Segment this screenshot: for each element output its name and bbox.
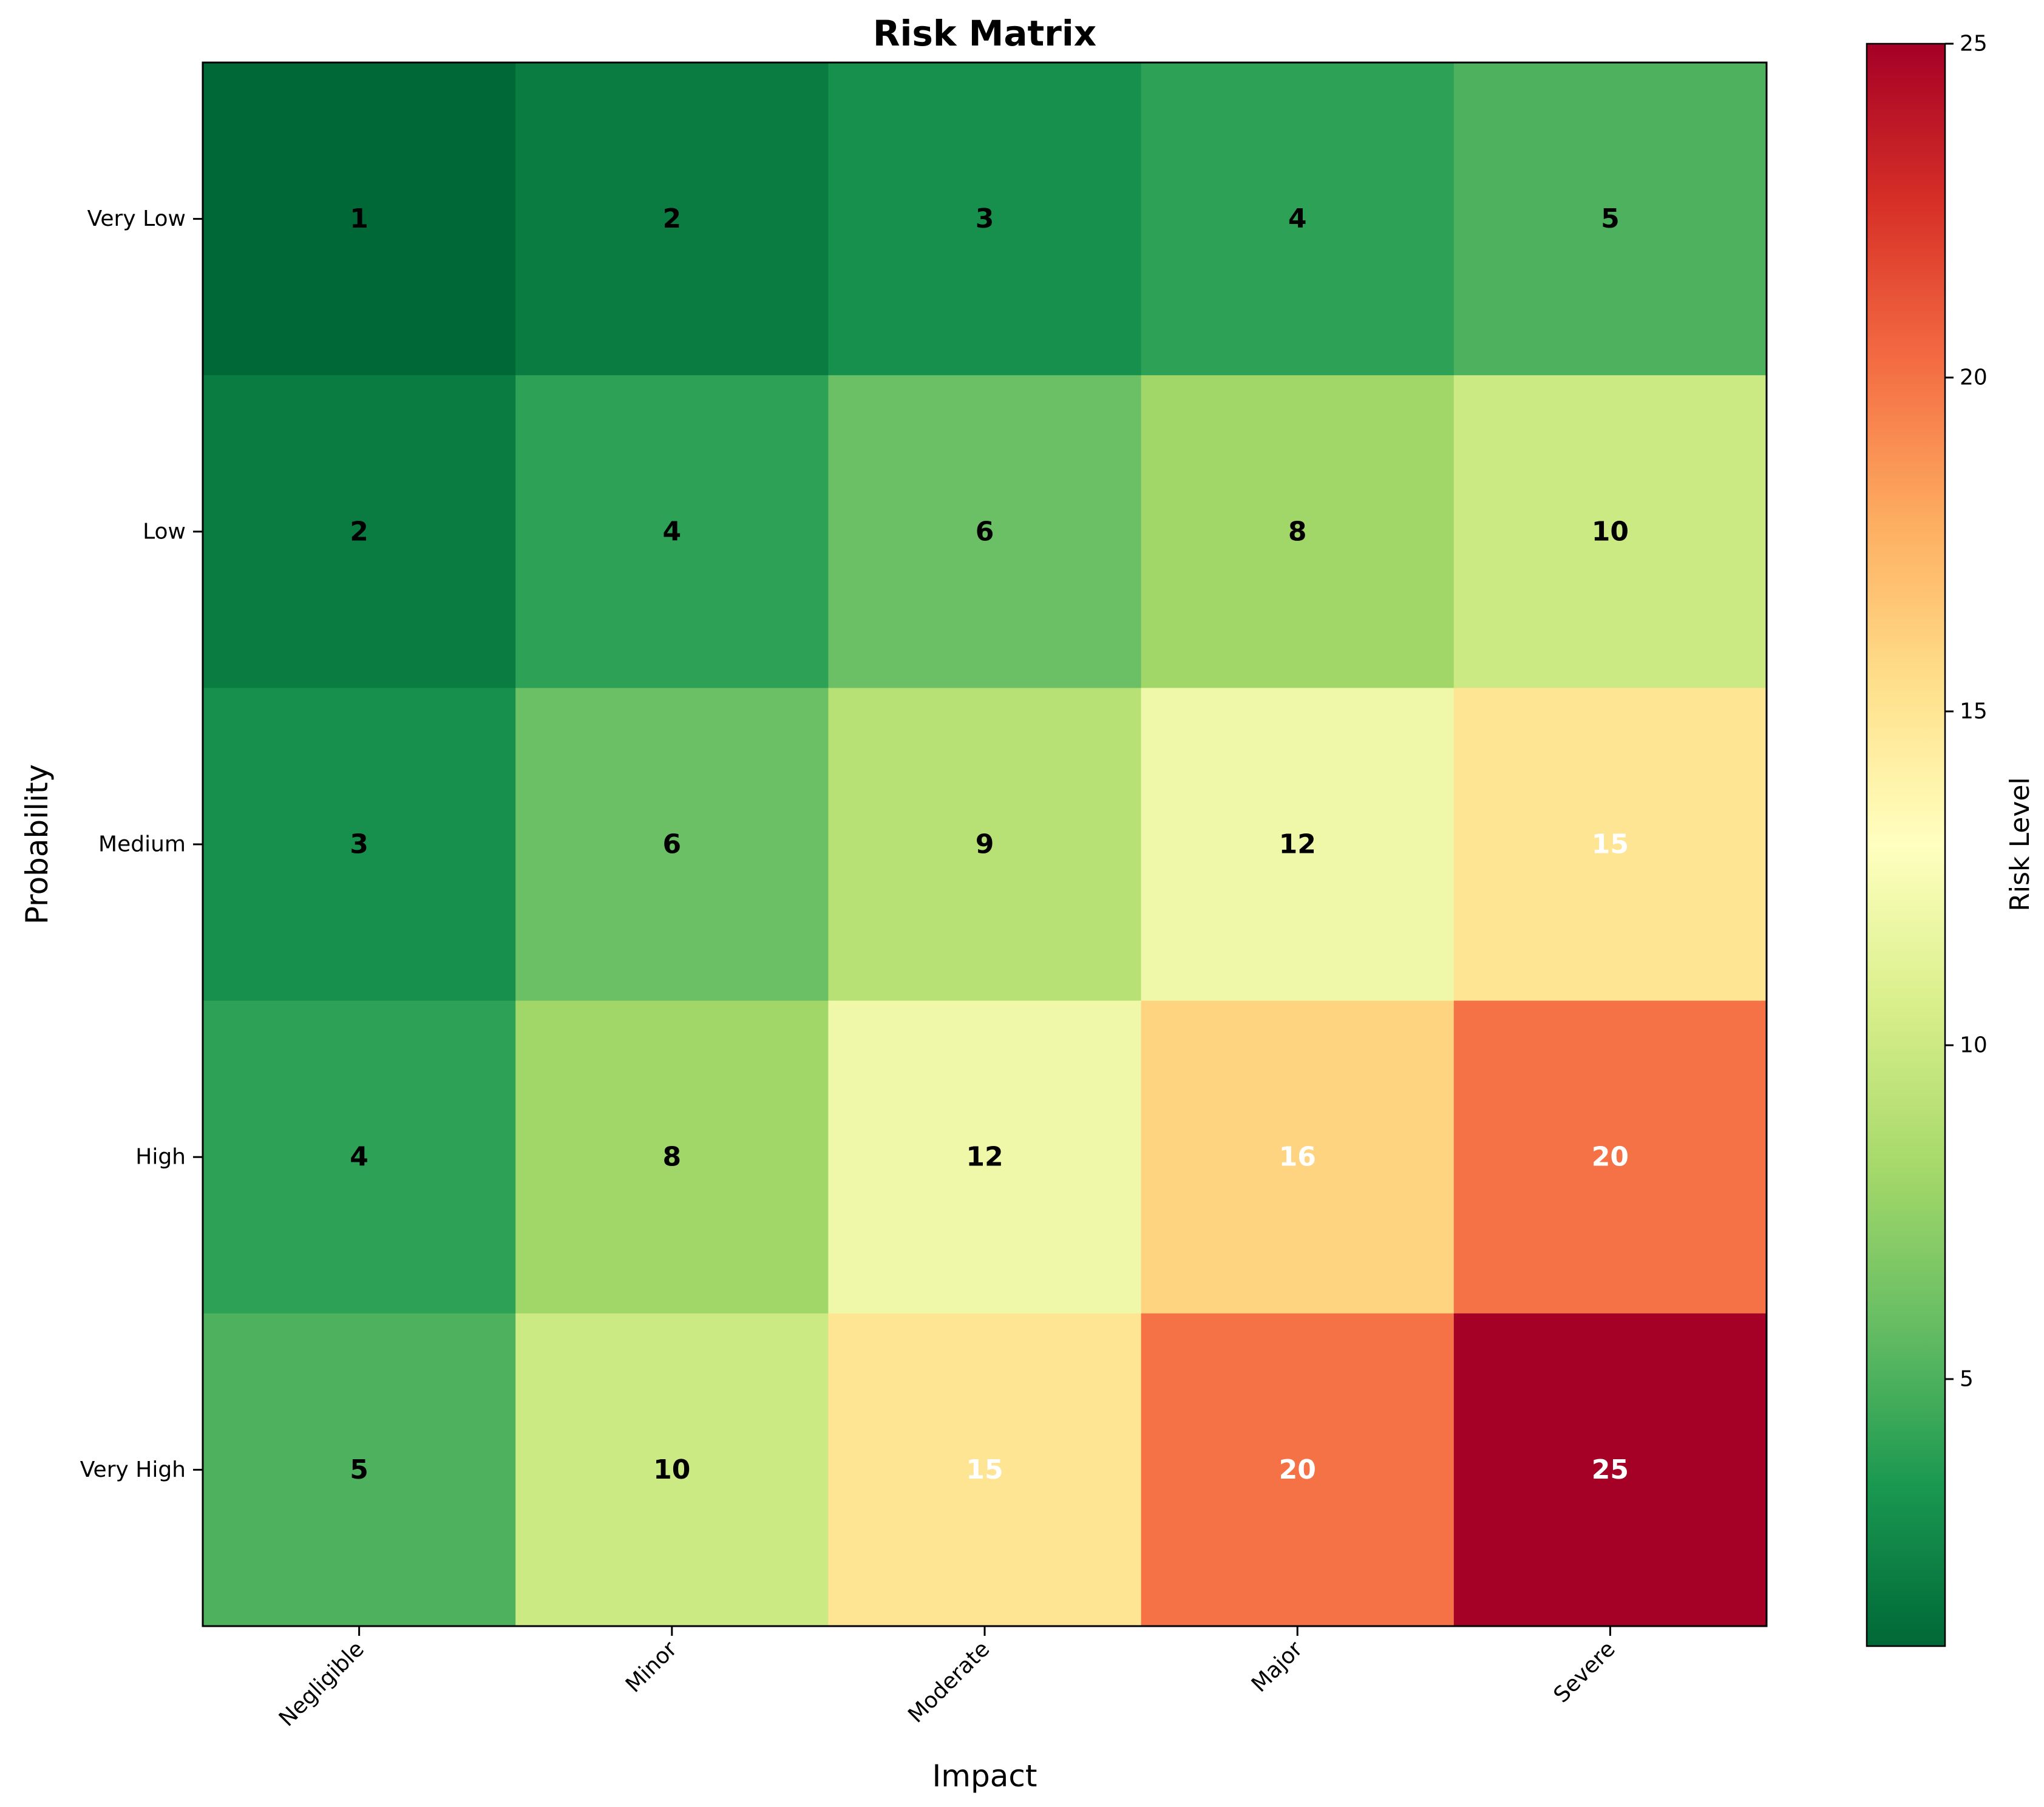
cell-value-label: 3 [350, 829, 368, 860]
cell-value-label: 3 [976, 203, 994, 234]
y-tick-label: Medium [98, 832, 186, 857]
cell-value-label: 16 [1279, 1142, 1316, 1173]
cell-value-label: 10 [653, 1454, 690, 1485]
cell-value-label: 2 [350, 516, 368, 547]
heatmap-cell [203, 63, 516, 376]
cell-value-label: 1 [350, 203, 368, 234]
cell-value-label: 6 [976, 516, 994, 547]
heatmap-cell [1141, 375, 1455, 688]
heatmap-cell [828, 688, 1142, 1002]
colorbar-tick-label: 5 [1960, 1367, 1974, 1392]
cell-value-label: 5 [350, 1454, 368, 1485]
heatmap-cell [1453, 375, 1767, 688]
heatmap-cell [203, 688, 516, 1002]
colorbar-tick-label: 20 [1960, 365, 1988, 390]
cell-value-label: 10 [1592, 516, 1629, 547]
chart-title: Risk Matrix [873, 13, 1096, 54]
heatmap-cell [1453, 1000, 1767, 1314]
colorbar-tick-label: 10 [1960, 1033, 1988, 1058]
cell-value-label: 8 [662, 1142, 681, 1173]
heatmap-cell [1453, 688, 1767, 1002]
cell-value-label: 6 [662, 829, 681, 860]
heatmap-cell [1141, 1000, 1455, 1314]
cell-value-label: 12 [1279, 829, 1316, 860]
cell-value-label: 8 [1288, 516, 1307, 547]
colorbar [1866, 42, 1946, 1647]
heatmap-cell [203, 1313, 516, 1627]
colorbar-ticks: 5 10 15 20 25 [1945, 32, 1988, 1392]
cell-value-label: 5 [1601, 203, 1620, 234]
heatmap-cell [515, 375, 829, 688]
cell-value-label: 15 [966, 1454, 1003, 1485]
heatmap-cell [1141, 1313, 1455, 1627]
heatmap-cell [1453, 63, 1767, 376]
heatmap-cell [1453, 1313, 1767, 1627]
heatmap-cell [828, 375, 1142, 688]
y-tick-label: High [135, 1145, 186, 1170]
heatmap-cell [1141, 63, 1455, 376]
y-axis-label: Probability [19, 764, 55, 924]
cell-value-label: 9 [976, 829, 994, 860]
heatmap-cells [203, 63, 1767, 1627]
heatmap-cell [515, 1000, 829, 1314]
cell-value-label: 25 [1592, 1454, 1629, 1485]
heatmap-cell [203, 375, 516, 688]
cell-value-label: 20 [1592, 1142, 1629, 1173]
heatmap-cell [828, 63, 1142, 376]
x-axis-label: Impact [932, 1758, 1037, 1794]
heatmap-cell [515, 1313, 829, 1627]
y-tick-label: Very Low [87, 206, 186, 231]
colorbar-tick-label: 15 [1960, 699, 1988, 724]
cell-value-label: 12 [966, 1142, 1003, 1173]
cell-value-label: 20 [1279, 1454, 1316, 1485]
heatmap-cell [515, 63, 829, 376]
y-axis-ticks: Very Low Low Medium High Very High [80, 206, 203, 1482]
cell-value-label: 4 [662, 516, 681, 547]
cell-value-label: 4 [1288, 203, 1307, 234]
cell-value-label: 15 [1592, 829, 1629, 860]
cell-value-label: 2 [662, 203, 681, 234]
y-tick-label: Low [143, 519, 186, 544]
heatmap-cell [203, 1000, 516, 1314]
cell-value-label: 4 [350, 1142, 368, 1173]
heatmap-cell [1141, 688, 1455, 1002]
colorbar-label: Risk Level [2005, 777, 2036, 911]
heatmap-value-labels: 1 2 3 4 52 4 6 8 103 6 9 12 154 8 12 16 205 10 15 20 25 [350, 203, 1629, 1485]
y-tick-label: Very High [80, 1457, 186, 1482]
heatmap-cell [828, 1000, 1142, 1314]
heatmap-cell [828, 1313, 1142, 1627]
colorbar-tick-label: 25 [1960, 32, 1988, 56]
heatmap-cell [515, 688, 829, 1002]
